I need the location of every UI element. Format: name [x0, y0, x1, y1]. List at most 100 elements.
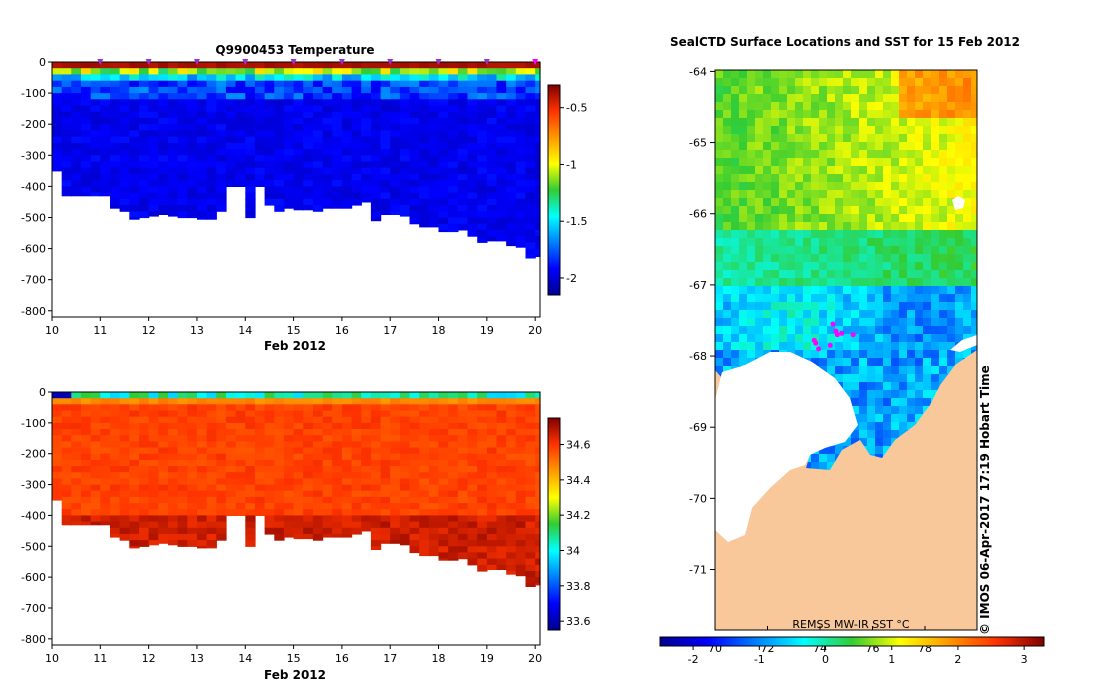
- sst-cell: [939, 326, 948, 335]
- section-cell: [264, 111, 275, 119]
- section-cell: [390, 422, 401, 430]
- sst-cell: [811, 150, 820, 159]
- sst-cell: [819, 174, 828, 183]
- sst-cell: [747, 326, 756, 335]
- section-cell: [515, 509, 527, 516]
- section-cell: [216, 527, 227, 535]
- sst-cell: [755, 214, 764, 223]
- sst-cell: [875, 366, 884, 375]
- section-cell: [71, 136, 82, 144]
- section-cell: [100, 167, 111, 175]
- sst-cell: [867, 342, 876, 351]
- section-cell: [332, 416, 343, 424]
- section-cell: [419, 515, 430, 523]
- section-cell: [496, 217, 507, 225]
- sst-cell: [747, 190, 756, 199]
- section-cell: [293, 447, 304, 455]
- sst-cell: [819, 334, 828, 343]
- colorbar-tick-label: -0.5: [566, 102, 587, 115]
- section-cell: [187, 496, 198, 504]
- sst-cell: [891, 390, 900, 399]
- section-cell: [148, 167, 159, 175]
- section-cell: [264, 80, 275, 88]
- section-cell: [399, 86, 411, 94]
- section-cell: [428, 130, 440, 138]
- sst-cell: [787, 238, 796, 247]
- sst-cell: [715, 238, 724, 247]
- sst-cell: [899, 350, 908, 359]
- sst-cell: [795, 310, 804, 319]
- section-cell: [187, 422, 198, 430]
- section-cell: [100, 111, 111, 119]
- section-cell: [81, 86, 92, 94]
- section-cell: [71, 124, 82, 131]
- colorbar-tick-label: -1: [566, 158, 577, 171]
- section-cell: [370, 496, 382, 504]
- section-cell: [216, 429, 227, 436]
- section-cell: [341, 429, 353, 436]
- section-cell: [390, 124, 401, 131]
- sst-cell: [803, 166, 812, 175]
- sst-cell: [755, 190, 764, 199]
- section-cell: [341, 441, 353, 449]
- section-cell: [477, 509, 488, 516]
- section-cell: [467, 484, 478, 492]
- sst-cell: [731, 254, 740, 263]
- section-cell: [206, 93, 217, 100]
- section-cell: [496, 503, 507, 510]
- section-cell: [525, 142, 536, 150]
- section-cell: [129, 62, 140, 69]
- sst-cell: [939, 350, 948, 359]
- section-cell: [525, 521, 536, 529]
- section-cell: [71, 490, 82, 498]
- section-cell: [148, 533, 159, 541]
- sst-cell: [731, 174, 740, 183]
- sst-cell: [867, 94, 876, 103]
- section-cell: [341, 105, 353, 113]
- sst-cell: [771, 150, 780, 159]
- section-cell: [139, 459, 150, 467]
- section-cell: [496, 441, 507, 449]
- section-cell: [370, 429, 382, 436]
- section-cell: [283, 68, 295, 75]
- section-cell: [332, 118, 343, 125]
- section-cell: [148, 136, 159, 144]
- section-cell: [515, 124, 527, 131]
- sst-cell: [899, 422, 908, 431]
- sst-cell: [763, 158, 772, 167]
- sst-cell: [723, 158, 732, 167]
- section-cell: [71, 99, 82, 107]
- y-tick-label: -200: [21, 448, 46, 461]
- sst-cell: [939, 334, 948, 343]
- section-cell: [322, 167, 333, 175]
- section-cell: [158, 155, 169, 163]
- sst-cell: [723, 166, 732, 175]
- section-cell: [264, 130, 275, 138]
- section-cell: [100, 515, 111, 523]
- section-cell: [399, 192, 411, 200]
- section-cell: [283, 533, 295, 538]
- sst-cell: [779, 214, 788, 223]
- section-cell: [148, 459, 159, 467]
- section-cell: [399, 99, 411, 107]
- sst-cell: [771, 270, 780, 279]
- section-cell: [110, 435, 121, 442]
- section-cell: [457, 447, 469, 455]
- section-cell: [332, 422, 343, 430]
- section-cell: [293, 186, 304, 194]
- section-cell: [187, 472, 198, 479]
- section-cell: [274, 192, 285, 200]
- section-cell: [419, 429, 430, 436]
- salinity-x-axis: 10 11 12 13 14 15 16 17 18 19 20: [45, 645, 542, 665]
- section-cell: [341, 422, 353, 430]
- section-cell: [419, 161, 430, 169]
- colorbar-tick-label: 34.2: [566, 509, 591, 522]
- section-cell: [158, 80, 169, 88]
- sst-cell: [851, 110, 860, 119]
- sst-cell: [883, 102, 892, 111]
- sst-cell: [883, 382, 892, 391]
- section-cell: [158, 161, 169, 169]
- section-cell: [322, 180, 333, 187]
- sst-cell: [971, 158, 977, 167]
- section-cell: [119, 478, 130, 486]
